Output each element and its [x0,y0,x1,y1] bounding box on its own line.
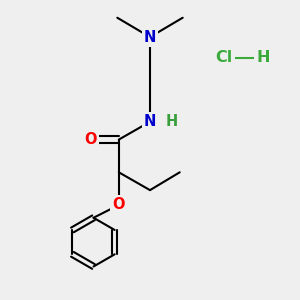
Text: Cl: Cl [216,50,233,65]
Text: N: N [144,114,156,129]
Text: O: O [112,197,125,212]
Text: O: O [84,132,97,147]
Text: H: H [165,114,178,129]
Text: N: N [144,30,156,45]
Text: H: H [256,50,270,65]
